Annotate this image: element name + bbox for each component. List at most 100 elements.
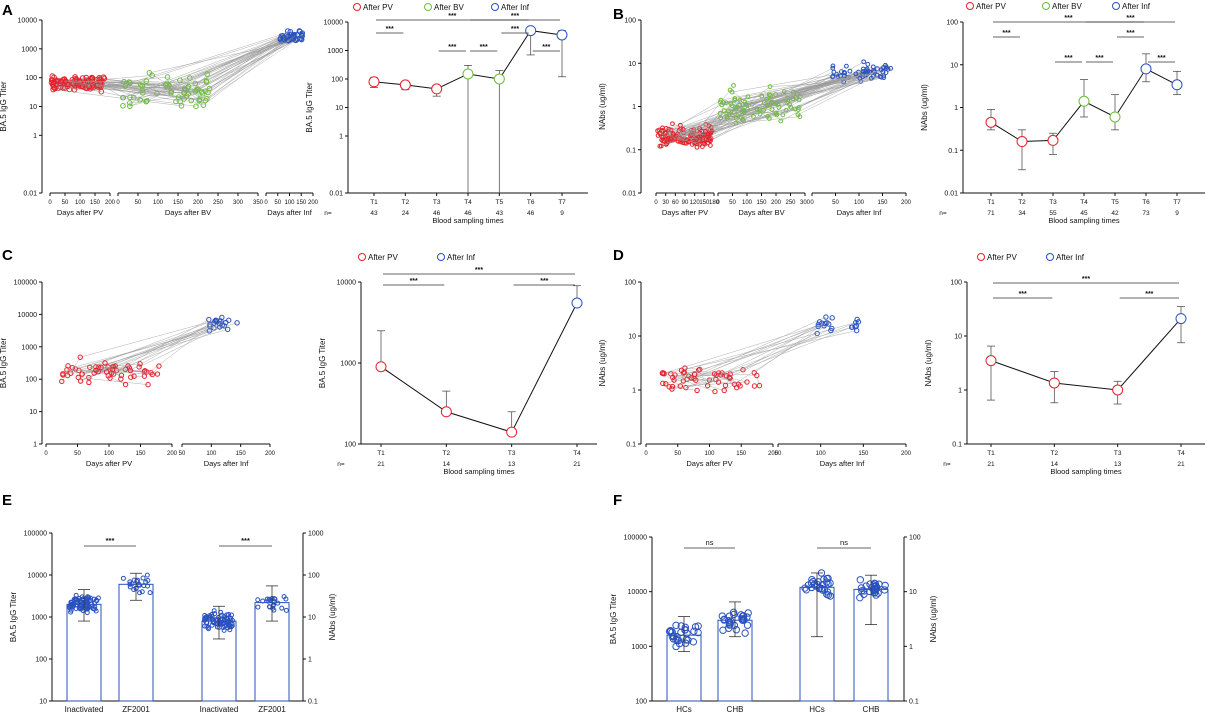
- F-point: [873, 583, 881, 592]
- E-point: [92, 603, 98, 609]
- D-left-trajectory: [671, 377, 730, 390]
- C-left-point-inf: [234, 320, 240, 326]
- A-left-point-pv: [54, 78, 61, 85]
- A-right-n-value: 46: [527, 210, 535, 217]
- B-left-trajectory: [659, 99, 767, 147]
- A-left-trajectory: [199, 37, 284, 101]
- A-left-x-label-inf: Days after Inf: [267, 208, 313, 217]
- C-right-x-tick-label: T2: [443, 450, 451, 457]
- B-left-point-pv: [661, 138, 667, 144]
- A-left-trajectory: [189, 37, 285, 79]
- C-left-point-pv: [154, 371, 161, 377]
- A-left-point-bv: [185, 83, 192, 90]
- F-y-tick-label: 100000: [624, 535, 647, 542]
- B-left-point-bv: [719, 102, 725, 108]
- B-right-sig-label: ***: [1126, 30, 1134, 37]
- A-left-point-inf: [277, 35, 284, 42]
- B-left-point-bv: [742, 99, 748, 105]
- B-left-trajectory: [728, 109, 744, 112]
- A-left-x-tick-label: 150: [296, 200, 307, 206]
- B-left-x-tick-label: 0: [810, 200, 814, 206]
- A-left-y-tick-label: 0.01: [23, 191, 37, 198]
- B-left-trajectory: [668, 138, 704, 144]
- B-left-trajectory: [786, 102, 800, 117]
- F-point: [856, 576, 865, 584]
- E-point: [127, 581, 133, 587]
- D-right-x-label: Blood sampling times: [1050, 467, 1122, 476]
- C-left-y-tick-label: 10: [29, 409, 37, 416]
- B-left-point-inf: [838, 73, 843, 79]
- D-left-point-pv: [737, 383, 743, 389]
- B-right-n-value: 73: [1142, 210, 1150, 217]
- A-left-point-bv: [185, 91, 191, 97]
- A-left-x-tick-label: 100: [284, 200, 295, 206]
- F-point: [724, 616, 733, 625]
- D-left-trajectory: [681, 322, 856, 371]
- E-point: [137, 590, 143, 596]
- B-right-sig-label: ***: [1064, 15, 1072, 22]
- panel-label-e: E: [2, 492, 13, 509]
- B-left-y-tick-label: 100: [624, 18, 636, 25]
- C-left-point-pv: [79, 371, 85, 377]
- D-right-sig-label: ***: [1145, 291, 1153, 298]
- B-left-point-inf: [879, 67, 884, 73]
- A-left-trajectory: [207, 40, 288, 93]
- C-right-y-label: BA.5 IgG Titer: [318, 338, 327, 389]
- D-left-x-tick-label: 50: [674, 451, 681, 457]
- C-right-x-tick-label: T1: [377, 450, 385, 457]
- B-left-point-bv: [796, 97, 802, 103]
- A-left-trajectory: [129, 31, 291, 84]
- E-point: [212, 611, 218, 617]
- B-left-y-tick-label: 0.1: [626, 147, 636, 154]
- E-point: [219, 612, 225, 618]
- C-left-y-tick-label: 10000: [18, 312, 38, 319]
- E-y-tick-label: 10000: [28, 573, 48, 580]
- B-left-trajectory: [772, 78, 872, 103]
- F-point: [673, 635, 682, 644]
- A-left-point-bv: [127, 103, 133, 109]
- C-left-point-pv: [93, 367, 99, 374]
- C-right-y-tick-label: 10000: [337, 280, 357, 287]
- A-right-x-tick-label: T6: [527, 199, 535, 206]
- B-left-point-pv: [706, 123, 712, 129]
- B-right-legend-marker-bv: [1042, 2, 1050, 10]
- A-left-point-bv: [178, 103, 185, 109]
- B-left-point-bv: [774, 112, 780, 118]
- D-right-y-label: NAbs (ug/ml): [924, 339, 933, 386]
- D-left-x-tick-label: 150: [736, 451, 747, 457]
- C-left-point-pv: [102, 360, 108, 366]
- D-left-x-tick-label: 100: [704, 451, 715, 457]
- F-category-label: CHB: [727, 705, 744, 714]
- B-left-trajectory: [727, 109, 799, 117]
- D-right-n-value: 21: [1177, 461, 1185, 468]
- F-point: [823, 590, 831, 599]
- E-right-y-tick-label: 100: [308, 573, 320, 580]
- A-left-x-tick-label: 0: [48, 200, 52, 206]
- A-left-point-pv: [90, 84, 97, 90]
- F-point: [820, 585, 829, 594]
- D-right-mean-marker: [1048, 377, 1060, 389]
- B-right-n-value: 42: [1111, 210, 1119, 217]
- D-left-point-pv: [670, 374, 676, 381]
- A-left-trajectory: [142, 30, 300, 94]
- B-left-trajectory: [767, 65, 847, 117]
- B-left-x-tick-label: 250: [785, 200, 796, 206]
- D-left-point-pv: [722, 382, 729, 389]
- C-left-point-pv: [122, 381, 129, 388]
- B-left-trajectory: [674, 94, 770, 139]
- F-y-label: BA.5 IgG Titer: [609, 594, 618, 645]
- B-left-point-bv: [795, 112, 801, 118]
- B-left-x-tick-label: 150: [877, 200, 888, 206]
- D-left-point-pv: [677, 383, 684, 389]
- B-left-point-pv: [662, 130, 668, 136]
- D-left-point-pv: [704, 382, 711, 389]
- B-left-trajectory: [747, 96, 760, 110]
- E-point: [211, 608, 217, 614]
- A-right-legend-label-bv: After BV: [434, 3, 464, 12]
- A-right-x-tick-label: T3: [433, 199, 441, 206]
- A-left-point-bv: [192, 88, 199, 95]
- B-left-trajectory: [776, 75, 841, 116]
- D-left-point-pv: [706, 377, 713, 383]
- panel-label-f: F: [613, 492, 623, 509]
- E-y-tick-label: 100000: [24, 531, 47, 538]
